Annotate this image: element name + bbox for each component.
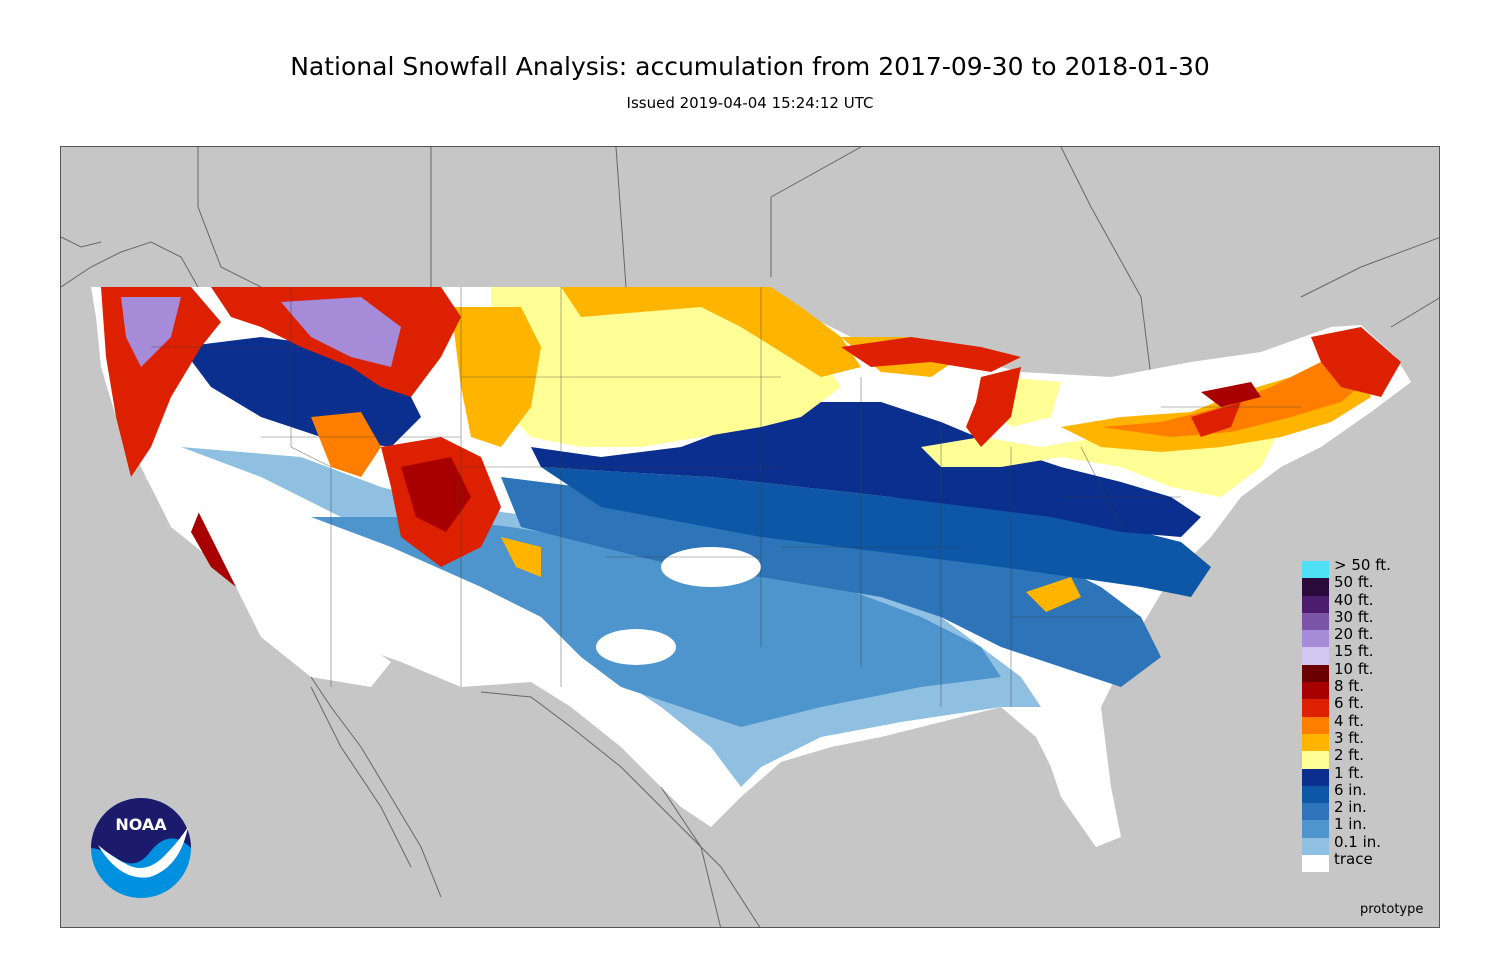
legend-swatch (1302, 855, 1329, 873)
legend-swatch (1302, 561, 1329, 579)
legend-label: 2 ft. (1334, 746, 1364, 765)
legend-swatch (1302, 751, 1329, 769)
legend-label: 8 ft. (1334, 677, 1364, 696)
legend-swatch (1302, 630, 1329, 648)
legend-label: 40 ft. (1334, 590, 1374, 609)
snow-8ft-sierra (191, 507, 236, 587)
legend-swatch (1302, 682, 1329, 700)
noaa-logo-text: NOAA (115, 815, 167, 834)
legend-swatch (1302, 803, 1329, 821)
legend-swatch (1302, 785, 1329, 804)
border-lines (61, 147, 1439, 927)
snow-20ft-washington (121, 297, 181, 367)
legend-label: 2 in. (1334, 798, 1367, 817)
noaa-logo-bird (98, 827, 188, 878)
legend-label: 30 ft. (1334, 607, 1374, 626)
noaa-logo: NOAA (91, 798, 191, 898)
map-canvas (61, 147, 1439, 927)
snow-trace-oklahoma (596, 629, 676, 665)
legend-label: 10 ft. (1334, 659, 1374, 678)
legend-label: 1 ft. (1334, 763, 1364, 782)
legend-label: 20 ft. (1334, 625, 1374, 644)
snow-4ft-wasatch (311, 412, 381, 477)
snow-3ft-north-plains (561, 287, 861, 377)
legend-label: 50 ft. (1334, 573, 1374, 592)
legend-swatch (1302, 578, 1329, 596)
legend-swatch (1302, 612, 1329, 631)
legend-swatch (1302, 699, 1329, 717)
snow-3ft-new-mexico (501, 537, 541, 577)
state-lines (151, 287, 1301, 707)
snow-3ft-appalachia (1026, 577, 1081, 612)
legend-swatch (1302, 647, 1329, 665)
legend-swatch (1302, 820, 1329, 838)
snow-6in-region (541, 467, 1211, 597)
snow-trace-florida (1001, 707, 1111, 827)
legend-label: 6 in. (1334, 780, 1367, 799)
legend-label: > 50 ft. (1334, 556, 1391, 574)
snow-6ft-lake-superior (841, 337, 1021, 372)
legend-label: 3 ft. (1334, 728, 1364, 747)
map-title: National Snowfall Analysis: accumulation… (290, 52, 1210, 81)
snow-6ft-maine (1311, 327, 1401, 397)
snowfall-map (60, 146, 1440, 928)
noaa-logo-top (91, 798, 191, 864)
legend-label: 1 in. (1334, 815, 1367, 834)
snow-1in-region (311, 517, 1001, 727)
snow-20ft-idaho (281, 297, 401, 367)
prototype-label: prototype (1360, 902, 1424, 917)
snow-8ft-colorado-core (401, 457, 471, 532)
legend-swatch (1302, 733, 1329, 752)
legend-label: 0.1 in. (1334, 832, 1382, 851)
snow-trace-california (141, 477, 391, 687)
legend-label: 6 ft. (1334, 694, 1364, 713)
snow-6ft-lake-ontario (1191, 402, 1241, 437)
issued-timestamp: Issued 2019-04-04 15:24:12 UTC (626, 94, 874, 112)
snow-1ft-region (531, 402, 1201, 537)
legend-swatch (1302, 837, 1329, 856)
snow-2in-region (501, 477, 1161, 687)
legend-swatch (1302, 664, 1329, 683)
legend-swatch (1302, 716, 1329, 734)
snow-6ft-west-michigan (966, 367, 1021, 447)
legend-label: 15 ft. (1334, 642, 1374, 661)
snow-trace-texas (661, 547, 761, 587)
legend-label: trace (1334, 850, 1373, 869)
legend-label: 4 ft. (1334, 711, 1364, 730)
legend-swatch (1302, 768, 1329, 786)
snow-8ft-tug-hill (1201, 382, 1261, 407)
legend-swatch (1302, 595, 1329, 613)
